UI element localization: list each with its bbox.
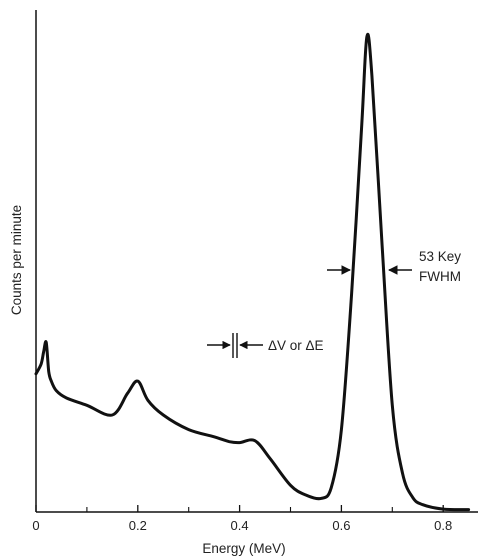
x-tick-label: 0.2 [129, 518, 147, 533]
delta-label: ΔV or ΔE [268, 338, 324, 353]
x-tick-label: 0.4 [231, 518, 249, 533]
fwhm-annotation: 53 Key FWHM [327, 249, 461, 284]
x-tick-label: 0.8 [434, 518, 452, 533]
resolution-annotation: ΔV or ΔE [207, 333, 324, 358]
x-axis-ticks [35, 505, 444, 512]
y-axis-label: Counts per minute [9, 205, 24, 315]
x-tick-label: 0.6 [332, 518, 350, 533]
spectrum-line [34, 32, 471, 512]
fwhm-value-label: 53 Key [419, 249, 461, 264]
x-axis-label: Energy (MeV) [202, 541, 285, 556]
x-tick-label: 0 [32, 518, 39, 533]
fwhm-label: FWHM [419, 269, 461, 284]
x-axis-tick-labels: 0 0.2 0.4 0.6 0.8 [32, 518, 452, 533]
